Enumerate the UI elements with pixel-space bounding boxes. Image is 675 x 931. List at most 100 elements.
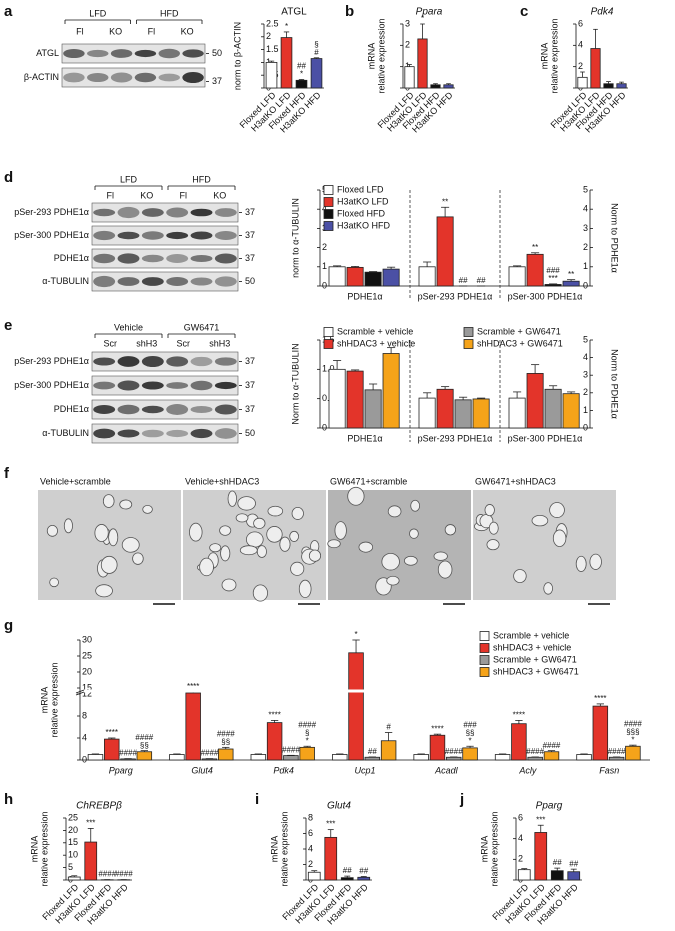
blot-band (190, 231, 213, 240)
lane-label: shH3 (136, 338, 157, 348)
legend-label: shHDAC3 + GW6471 (477, 338, 563, 348)
error-bar (387, 347, 396, 354)
axis-label: relative expression (279, 811, 289, 886)
legend-swatch (463, 339, 474, 349)
cell (100, 555, 118, 574)
bar (527, 756, 543, 761)
legend-label: shHDAC3 + vehicle (337, 338, 415, 348)
cell (119, 499, 133, 510)
micrograph (38, 490, 181, 600)
error-bar (71, 875, 78, 878)
error-bar (351, 266, 360, 268)
annotation: §§ (140, 741, 149, 750)
blot-band (214, 404, 237, 415)
annotation: *** (86, 819, 95, 828)
bar (340, 877, 354, 881)
error-bar (498, 753, 507, 755)
chart-title: Glut4 (327, 801, 351, 812)
annotation: #### (98, 870, 116, 879)
lane-label: Scr (177, 338, 191, 348)
micrograph-label: Vehicle+scramble (40, 476, 111, 486)
cell (531, 514, 549, 527)
micrograph-label: GW6471+shHDAC3 (475, 476, 556, 486)
blot-band (93, 381, 116, 390)
legend-swatch (323, 327, 334, 337)
annotation: #### (119, 749, 137, 758)
error-bar (547, 750, 556, 752)
cell (102, 494, 115, 508)
marker-label: 37 (245, 356, 255, 366)
annotation: ### (546, 266, 560, 275)
annotation: **** (431, 724, 443, 733)
error-bar (254, 753, 262, 755)
blot-band (190, 277, 213, 286)
bar (364, 389, 382, 429)
axis-break (81, 689, 651, 693)
legend-label: Scramble + GW6471 (477, 326, 561, 336)
cell (486, 539, 500, 551)
row-label: PDHE1α (54, 253, 89, 263)
tick-label: 10 (68, 850, 78, 860)
panel-letter: j (459, 791, 464, 808)
bar (324, 836, 338, 881)
error-bar (433, 733, 442, 736)
annotation: ## (569, 859, 578, 868)
bar (346, 370, 364, 429)
bar (462, 747, 478, 761)
annotation: * (354, 630, 357, 639)
cell (358, 541, 374, 553)
error-bar (567, 391, 576, 394)
bar (299, 746, 315, 761)
error-bar (521, 868, 528, 870)
tick-label: 2 (322, 242, 327, 252)
chart-title: Pparg (536, 801, 563, 812)
legend-swatch (479, 643, 490, 653)
legend-swatch (323, 221, 334, 231)
cell (433, 551, 448, 561)
panel-letter: a (4, 3, 13, 20)
bar (310, 58, 323, 89)
tick-label: 30 (82, 634, 92, 644)
annotation: * (285, 22, 288, 31)
blot-band (87, 49, 109, 58)
blot-band (166, 429, 189, 438)
annotation: #### (135, 733, 153, 742)
blot-band (141, 405, 164, 414)
blot-band (110, 72, 133, 83)
axis-label: relative expression (489, 811, 499, 886)
error-bar (549, 283, 558, 285)
legend-label: shHDAC3 + vehicle (493, 642, 571, 652)
tick-label: 12 (82, 688, 92, 698)
tick-label: 5 (583, 334, 588, 344)
bar (417, 38, 428, 89)
error-bar (369, 383, 378, 390)
cell (334, 521, 347, 540)
cell (108, 528, 119, 547)
blot-band (117, 277, 140, 286)
panel-letter: i (255, 791, 259, 808)
tick-label: 2 (266, 31, 271, 41)
error-bar (283, 31, 290, 38)
blot-band (117, 206, 140, 219)
tick-label: 20 (68, 825, 78, 835)
tick-label: 0 (82, 754, 87, 764)
tick-label: 6 (578, 18, 583, 28)
annotation: ## (459, 276, 468, 285)
blot-band (190, 254, 213, 263)
error-bar (327, 829, 334, 838)
error-bar (567, 279, 576, 282)
cell (199, 557, 214, 577)
axis-break-mark (75, 691, 85, 696)
annotation: *** (326, 820, 335, 829)
tick-label: 1 (266, 57, 271, 67)
blot-band (93, 253, 116, 264)
error-bar (515, 720, 523, 724)
tick-label: 1 (583, 405, 588, 415)
bar (136, 751, 153, 761)
tick-label: 2 (583, 387, 588, 397)
bar (67, 876, 81, 881)
cell (227, 490, 238, 507)
bar (218, 748, 234, 761)
error-bar (360, 876, 367, 878)
error-bar (423, 261, 432, 267)
